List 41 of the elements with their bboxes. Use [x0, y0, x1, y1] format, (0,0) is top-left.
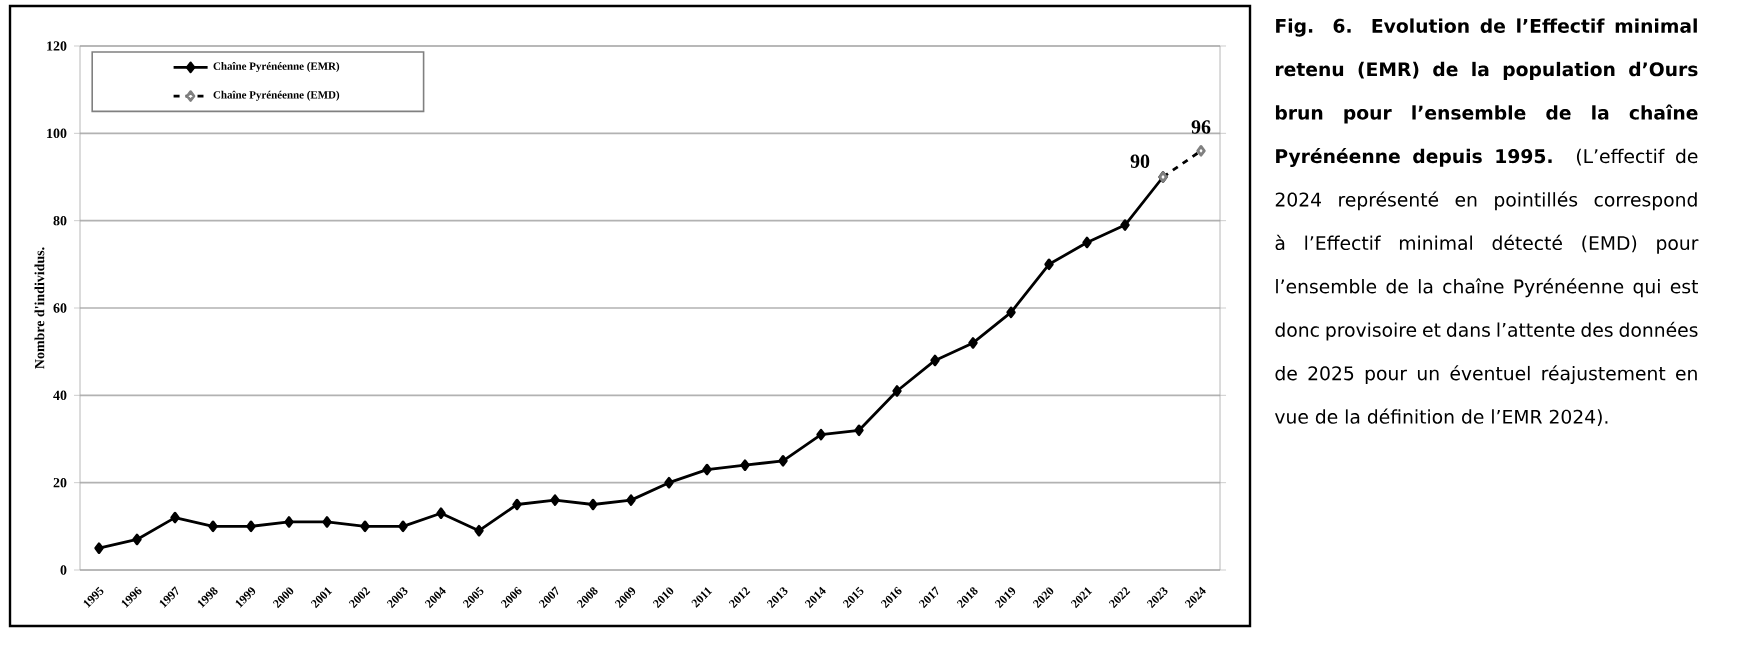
point — [702, 463, 712, 476]
point — [398, 520, 408, 533]
chart-title: brun pour l’ensemble de la chaîne — [1275, 104, 1698, 124]
point — [474, 524, 484, 537]
point — [360, 520, 370, 533]
point — [208, 520, 218, 533]
text: donc provisoire et dans l’attente des données — [1275, 321, 1698, 341]
point — [132, 533, 142, 546]
chart-title: retenu (EMR) de la population d’Ours — [1275, 61, 1698, 80]
point — [512, 498, 522, 511]
point — [550, 494, 560, 506]
point — [1082, 236, 1092, 249]
point — [930, 354, 940, 367]
point — [664, 476, 674, 489]
text: (L’effectif de — [1576, 148, 1698, 166]
data-label: 96 — [1191, 120, 1211, 134]
text: de 2025 pour un éventuel réajustement en — [1275, 365, 1697, 385]
point — [284, 516, 294, 528]
point — [1006, 306, 1016, 319]
text: 2024 représenté en pointillés correspond — [1275, 191, 1697, 211]
text: vue de la définition de l’EMR 2024). — [1274, 408, 1608, 427]
text: à l’Effectif minimal détecté (EMD) pour — [1275, 234, 1699, 254]
point — [816, 428, 826, 441]
chart-title: Fig. 6. Evolution de l’Effectif minimal — [1276, 18, 1697, 37]
point — [322, 516, 332, 528]
point — [588, 498, 598, 511]
point — [778, 455, 788, 467]
point — [170, 511, 180, 524]
point — [740, 459, 750, 471]
point — [436, 507, 446, 520]
point — [626, 494, 636, 506]
point — [968, 337, 978, 349]
text: l’ensemble de la chaîne Pyrénéenne qui est — [1276, 278, 1698, 298]
point — [246, 520, 256, 533]
point — [1120, 219, 1130, 231]
point — [1044, 258, 1054, 271]
point — [892, 385, 902, 397]
point — [854, 424, 864, 437]
point — [94, 542, 104, 554]
chart-title: Pyrénéenne depuis 1995. — [1276, 147, 1552, 167]
data-label: 90 — [1130, 154, 1150, 168]
